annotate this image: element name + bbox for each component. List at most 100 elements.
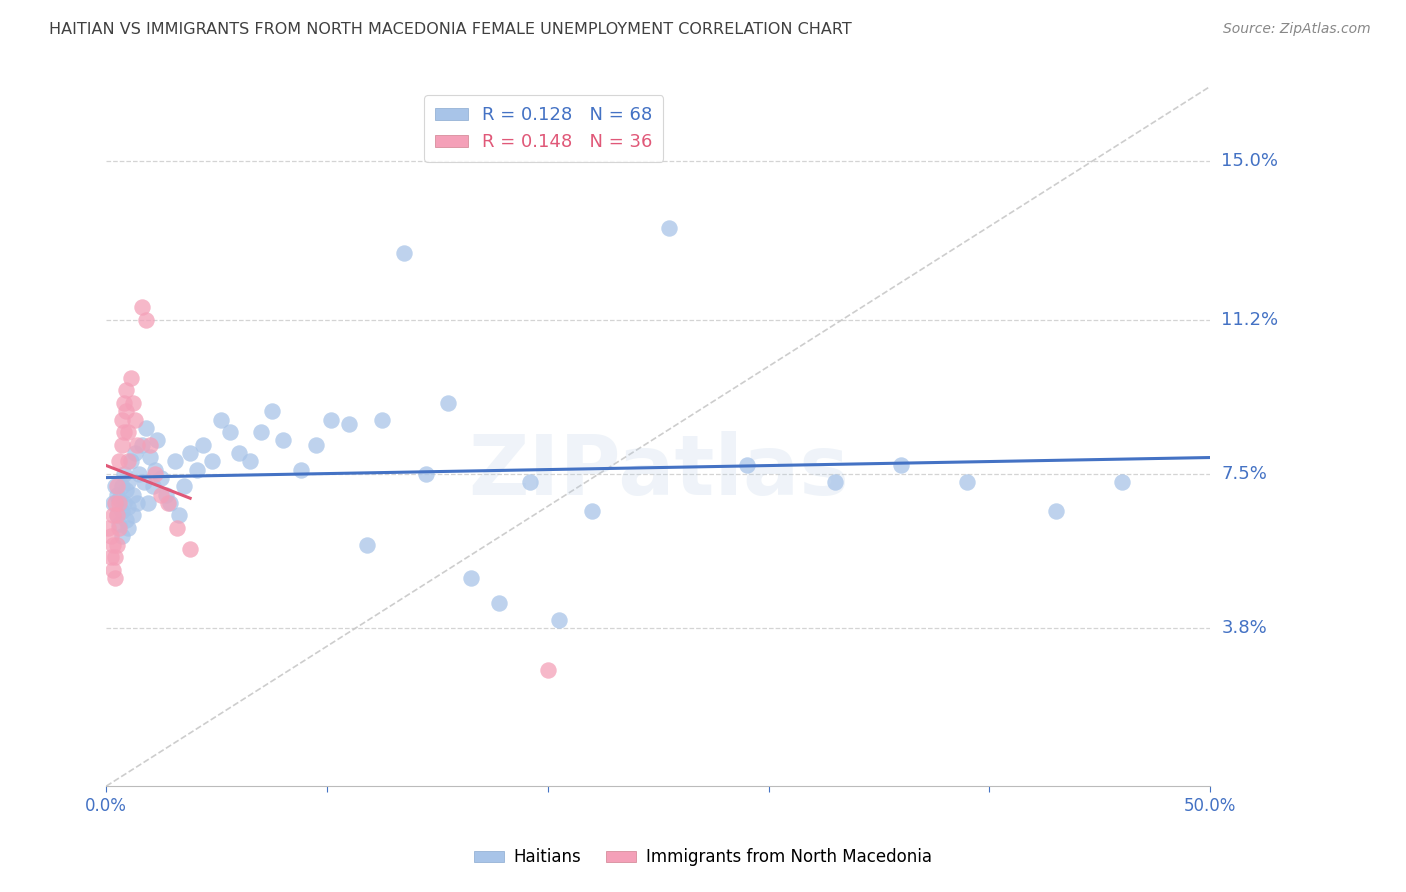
Text: 11.2%: 11.2% (1222, 310, 1278, 328)
Point (201, 454, 224, 468)
Text: 15.0%: 15.0% (1222, 153, 1278, 170)
Point (735, 458, 758, 473)
Point (150, 471, 173, 485)
Point (108, 454, 131, 468)
Point (111, 504, 134, 518)
Point (437, 396, 460, 410)
Point (548, 613, 571, 627)
Point (128, 467, 150, 481)
Point (117, 475, 139, 489)
Point (581, 504, 603, 518)
Point (124, 412, 146, 426)
Point (127, 437, 149, 451)
Point (115, 483, 138, 498)
Point (112, 425, 135, 439)
Point (121, 396, 143, 410)
Text: 3.8%: 3.8% (1222, 619, 1267, 637)
Point (117, 454, 139, 468)
Point (101, 508, 124, 523)
Point (143, 462, 166, 476)
Point (120, 371, 142, 385)
Point (111, 529, 134, 543)
Point (179, 446, 201, 460)
Point (105, 537, 128, 551)
Point (105, 508, 128, 523)
Point (101, 496, 124, 510)
Point (321, 412, 343, 426)
Point (112, 396, 135, 410)
Point (219, 425, 242, 439)
Point (260, 404, 283, 418)
Point (1111, 475, 1133, 489)
Point (142, 479, 165, 493)
Point (111, 437, 134, 451)
Legend: R = 0.128   N = 68, R = 0.148   N = 36: R = 0.128 N = 68, R = 0.148 N = 36 (425, 95, 664, 162)
Point (132, 475, 155, 489)
Point (537, 663, 560, 677)
Point (101, 537, 124, 551)
Point (101, 563, 124, 577)
Text: HAITIAN VS IMMIGRANTS FROM NORTH MACEDONIA FEMALE UNEMPLOYMENT CORRELATION CHART: HAITIAN VS IMMIGRANTS FROM NORTH MACEDON… (49, 22, 852, 37)
Point (115, 404, 138, 418)
Point (228, 446, 250, 460)
Point (173, 479, 195, 493)
Point (100, 529, 122, 543)
Point (111, 412, 134, 426)
Point (337, 417, 360, 431)
Point (519, 475, 541, 489)
Text: ZIPatlas: ZIPatlas (468, 431, 849, 512)
Point (108, 491, 131, 506)
Point (104, 571, 127, 585)
Point (112, 496, 135, 510)
Point (135, 312, 157, 326)
Point (105, 487, 128, 501)
Point (186, 462, 208, 476)
Point (124, 446, 146, 460)
Point (394, 246, 416, 260)
Point (143, 467, 166, 481)
Point (239, 454, 262, 468)
Point (167, 508, 190, 523)
Point (460, 571, 482, 585)
Point (108, 521, 131, 535)
Point (146, 434, 169, 448)
Point (209, 412, 232, 426)
Text: 7.5%: 7.5% (1222, 465, 1267, 483)
Point (100, 549, 122, 564)
Point (136, 496, 159, 510)
Point (105, 479, 128, 493)
Point (104, 479, 127, 493)
Point (159, 496, 181, 510)
Point (111, 479, 134, 493)
Point (824, 475, 846, 489)
Point (658, 221, 681, 235)
Point (105, 508, 128, 523)
Point (115, 512, 138, 526)
Point (108, 516, 131, 531)
Point (131, 437, 153, 451)
Point (121, 487, 143, 501)
Point (1045, 504, 1067, 518)
Point (135, 421, 157, 435)
Point (371, 412, 394, 426)
Point (117, 425, 139, 439)
Point (290, 462, 312, 476)
Point (956, 475, 979, 489)
Legend: Haitians, Immigrants from North Macedonia: Haitians, Immigrants from North Macedoni… (467, 842, 939, 873)
Point (139, 450, 162, 464)
Point (97, 521, 120, 535)
Point (249, 425, 271, 439)
Point (115, 384, 138, 398)
Point (120, 454, 142, 468)
Point (166, 521, 188, 535)
Point (127, 496, 149, 510)
Point (163, 454, 186, 468)
Point (117, 500, 139, 514)
Point (488, 596, 510, 610)
Point (890, 458, 912, 473)
Point (139, 437, 162, 451)
Point (271, 434, 294, 448)
Point (356, 537, 378, 551)
Point (117, 521, 139, 535)
Point (193, 437, 215, 451)
